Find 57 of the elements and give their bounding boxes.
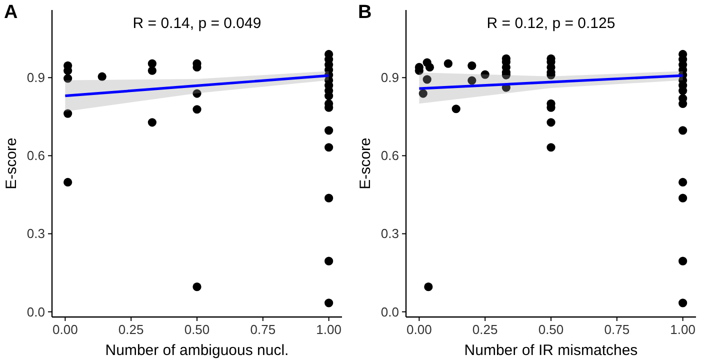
point (678, 298, 688, 308)
x-axis-title: Number of IR mismatches (464, 342, 638, 359)
x-tick-label: 0.00 (406, 322, 432, 337)
x-tick-label: 0.75 (604, 322, 630, 337)
y-tick-label: 0.9 (380, 70, 399, 86)
y-tick-label: 0.3 (26, 226, 45, 242)
y-tick-label: 0.0 (26, 304, 45, 320)
y-tick-label: 0.3 (380, 226, 399, 242)
point (424, 282, 433, 292)
y-axis-title: E-score (357, 138, 374, 190)
point (98, 72, 106, 81)
chart-title: B (358, 2, 372, 23)
point (324, 143, 334, 152)
point (422, 75, 432, 84)
annotation: R = 0.12, p = 0.125 (486, 15, 616, 32)
point (64, 109, 72, 118)
annotation: R = 0.14, p = 0.049 (132, 15, 262, 32)
point (64, 74, 72, 83)
y-tick-label: 0.6 (26, 148, 45, 164)
point (192, 105, 202, 114)
point (678, 126, 688, 135)
point (546, 118, 556, 127)
point (324, 194, 334, 202)
point (452, 104, 460, 114)
point (324, 126, 334, 135)
x-tick-label: 0.25 (118, 322, 144, 337)
point (468, 61, 476, 70)
x-tick-label: 0.25 (472, 322, 498, 337)
point (148, 66, 156, 75)
y-tick-label: 0.6 (380, 148, 399, 164)
x-tick-label: 1.00 (670, 322, 696, 337)
chart-title: A (4, 2, 18, 23)
point (480, 70, 490, 79)
x-axis-title: Number of ambiguous nucl. (105, 342, 289, 359)
x-tick-label: 0.00 (52, 322, 78, 337)
y-axis-title: E-score (3, 138, 20, 190)
y-tick-label: 0.0 (380, 304, 399, 320)
x-tick-label: 0.75 (250, 322, 276, 337)
point (64, 178, 72, 187)
point (678, 256, 688, 266)
point (148, 59, 156, 68)
point (192, 89, 202, 98)
point (324, 298, 334, 308)
point (324, 256, 334, 266)
point (468, 76, 476, 85)
point (418, 89, 428, 98)
point (444, 59, 452, 68)
point (546, 143, 556, 152)
point (678, 178, 688, 187)
x-tick-label: 0.50 (538, 322, 564, 337)
point (192, 282, 202, 292)
x-tick-label: 0.50 (184, 322, 210, 337)
point (425, 62, 434, 72)
y-tick-label: 0.9 (26, 70, 45, 86)
point (678, 194, 688, 202)
x-tick-label: 1.00 (316, 322, 342, 337)
point (148, 118, 156, 127)
